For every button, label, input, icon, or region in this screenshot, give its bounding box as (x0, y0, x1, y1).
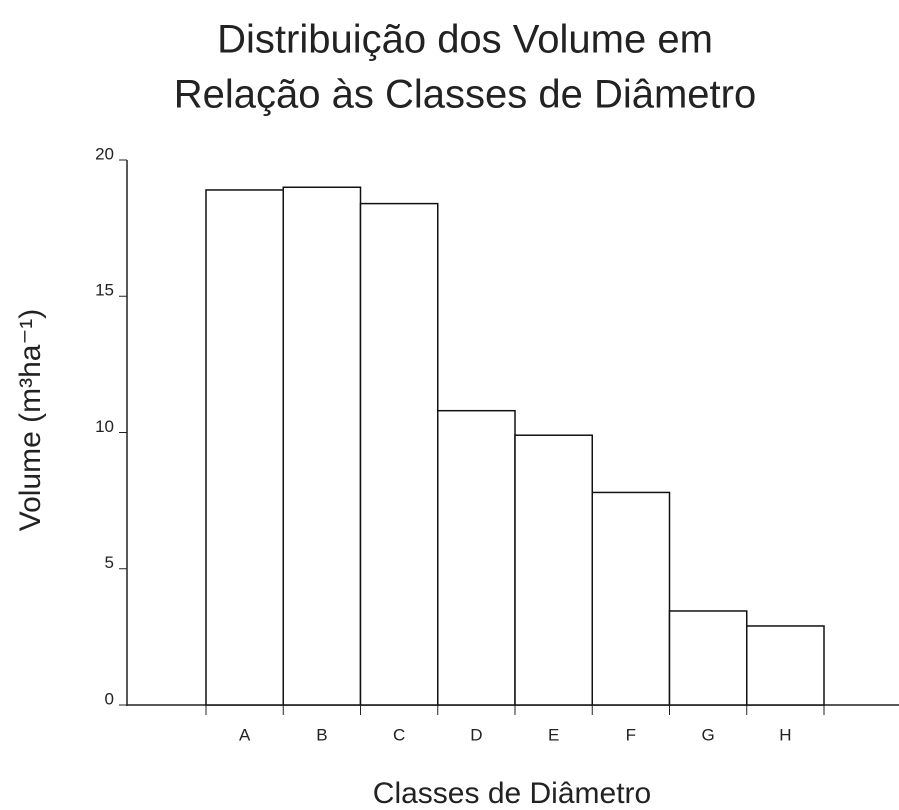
bar (591, 491, 671, 706)
x-tick-label: F (626, 725, 636, 744)
y-axis-title: Volume (m³ha⁻¹) (14, 309, 47, 532)
x-tick-label: C (393, 725, 405, 744)
x-tick-label: E (548, 725, 559, 744)
x-axis-title: Classes de Diâmetro (373, 777, 651, 810)
bar (437, 409, 516, 706)
y-tick-label: 20 (95, 144, 114, 163)
y-tick-label: 5 (105, 553, 114, 572)
bar (205, 189, 284, 706)
chart-title: Distribuição dos Volume em (217, 18, 713, 62)
x-tick-label: H (779, 725, 791, 744)
x-tick-label: D (470, 725, 482, 744)
chart-title: Relação às Classes de Diâmetro (174, 73, 756, 117)
bar (282, 186, 362, 706)
x-tick-label: B (316, 725, 327, 744)
bar (668, 610, 748, 706)
y-tick-label: 15 (95, 281, 114, 300)
bar (514, 434, 593, 706)
y-tick-label: 10 (95, 417, 114, 436)
x-tick-label: G (702, 725, 715, 744)
y-tick-label: 0 (105, 689, 114, 708)
bar (746, 625, 825, 706)
bar (359, 202, 439, 706)
x-tick-label: A (239, 725, 251, 744)
